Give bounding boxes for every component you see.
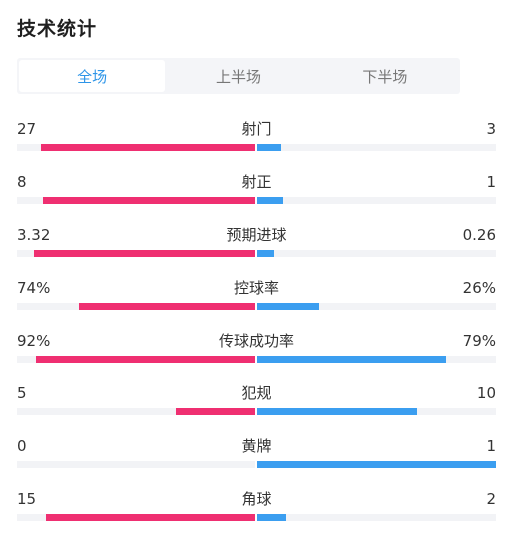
home-value: 27: [17, 120, 37, 138]
tab-second-half[interactable]: 下半场: [362, 67, 408, 86]
tab-full-match[interactable]: 全场: [19, 60, 166, 92]
home-bar: [40, 144, 255, 151]
away-bar: [257, 356, 446, 363]
stat-row-pass-accuracy: 92% 传球成功率 79%: [17, 332, 496, 372]
away-track: [257, 303, 496, 310]
stat-row-possession: 74% 控球率 26%: [17, 279, 496, 319]
page-title: 技术统计: [17, 18, 98, 40]
away-track: [257, 197, 496, 204]
home-value: 3.32: [17, 226, 51, 244]
away-value: 79%: [462, 332, 496, 350]
away-bar: [257, 303, 320, 310]
home-bar: [33, 250, 255, 257]
home-track: [17, 514, 255, 521]
away-value: 0.26: [462, 226, 496, 244]
away-track: [257, 144, 496, 151]
home-value: 74%: [17, 279, 51, 297]
away-value: 10: [476, 384, 496, 402]
home-track: [17, 303, 255, 310]
away-value: 3: [486, 120, 496, 138]
home-value: 8: [17, 173, 27, 191]
stat-row-fouls: 5 犯规 10: [17, 384, 496, 424]
home-track: [17, 250, 255, 257]
stat-row-shots-on-target: 8 射正 1: [17, 173, 496, 213]
away-bar: [257, 250, 274, 257]
away-bar: [257, 514, 286, 521]
stat-row-corners: 15 角球 2: [17, 490, 496, 530]
stat-row-shots: 27 射门 3: [17, 120, 496, 160]
stat-row-yellow-cards: 0 黄牌 1: [17, 437, 496, 477]
away-value: 1: [486, 437, 496, 455]
home-track: [17, 356, 255, 363]
home-bar: [78, 303, 255, 310]
away-bar: [257, 197, 284, 204]
away-bar: [257, 461, 496, 468]
home-bar: [43, 197, 255, 204]
stat-row-expected-goals: 3.32 预期进球 0.26: [17, 226, 496, 266]
home-track: [17, 408, 255, 415]
stat-label: 犯规: [241, 384, 272, 402]
home-bar: [36, 356, 255, 363]
away-track: [257, 408, 496, 415]
home-value: 15: [17, 490, 37, 508]
stat-label: 角球: [241, 490, 272, 508]
stats-list: 27 射门 3 8 射正 1 3.32 预期进球 0.26 74% 控球率 26…: [17, 0, 496, 536]
away-value: 26%: [462, 279, 496, 297]
tab-first-half[interactable]: 上半场: [215, 67, 261, 86]
away-track: [257, 356, 496, 363]
period-tabs: 全场 上半场 下半场: [17, 58, 460, 94]
stat-label: 射门: [241, 120, 272, 138]
stat-label: 预期进球: [226, 226, 287, 244]
stat-label: 传球成功率: [218, 332, 294, 350]
home-track: [17, 144, 255, 151]
away-value: 2: [486, 490, 496, 508]
home-value: 5: [17, 384, 27, 402]
away-bar: [257, 408, 418, 415]
away-bar: [257, 144, 281, 151]
away-value: 1: [486, 173, 496, 191]
home-bar: [45, 514, 255, 521]
away-track: [257, 514, 496, 521]
stat-label: 射正: [241, 173, 272, 191]
home-bar: [176, 408, 255, 415]
home-value: 92%: [17, 332, 51, 350]
stat-label: 黄牌: [241, 437, 272, 455]
away-track: [257, 461, 496, 468]
home-track: [17, 197, 255, 204]
home-value: 0: [17, 437, 27, 455]
home-track: [17, 461, 255, 468]
away-track: [257, 250, 496, 257]
stat-label: 控球率: [233, 279, 279, 297]
